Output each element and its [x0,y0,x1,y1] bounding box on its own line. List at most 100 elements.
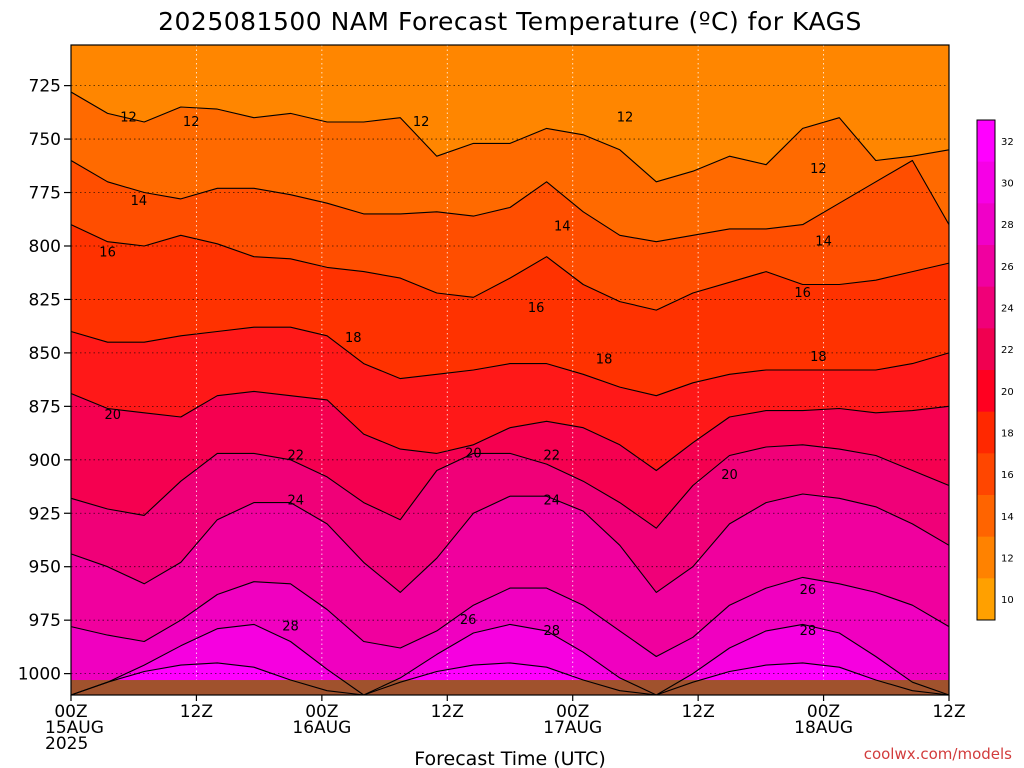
contour-label: 28 [282,620,299,635]
x-tick-label: 00Z [54,702,87,722]
colorbar-swatch [977,495,995,538]
ground-fill [71,680,949,695]
temperature-bands [71,45,949,695]
y-tick-label: 850 [29,344,61,364]
contour-label: 26 [460,613,477,628]
colorbar-swatch [977,578,995,621]
colorbar-swatch [977,286,995,329]
x-tick-label: 12Z [431,702,464,722]
contour-label: 28 [544,624,561,639]
x-tick-label: 12Z [180,702,213,722]
colorbar-swatch [977,120,995,163]
contour-label: 12 [810,162,827,177]
x-tick-label: 16AUG [292,718,351,738]
y-tick-label: 800 [29,237,61,257]
contour-label: 12 [617,111,634,126]
y-tick-label: 975 [29,611,61,631]
colorbar-label: 30 [1001,179,1014,190]
colorbar-swatch [977,203,995,246]
contour-label: 12 [413,115,430,130]
contour-14 [70,159,950,243]
x-tick-label: 15AUG [45,718,104,738]
x-tick-label: 18AUG [794,718,853,738]
contour-label: 18 [596,352,613,367]
contour-label: 20 [465,446,482,461]
ground [71,680,949,695]
colorbar-label: 24 [1001,304,1014,315]
y-axis: 725 750 775 800 825 850 875 900 925 950 975 1000 [18,77,71,685]
contour-label: 28 [800,624,817,639]
contour-label: 22 [544,449,561,464]
x-tick-label: 00Z [556,702,589,722]
colorbar: 32 30 28 26 24 22 20 18 16 14 12 10 [976,119,1014,621]
colorbar-label: 12 [1001,554,1014,565]
contour-24 [70,493,950,593]
contour-label: 12 [120,111,137,126]
colorbar-frame [976,119,996,621]
x-tick-label: 00Z [807,702,840,722]
colorbar-label: 14 [1001,512,1014,523]
contour-label: 14 [815,235,832,250]
colorbar-swatch [977,453,995,496]
x-tick-label: 00Z [305,702,338,722]
y-tick-label: 925 [29,504,61,524]
contour-label: 18 [345,331,362,346]
colorbar-label: 26 [1001,262,1014,273]
x-tick-label: 12Z [932,702,965,722]
contour-label: 24 [544,493,561,508]
colorbar-label: 10 [1001,595,1014,606]
contour-label: 12 [183,115,200,130]
band-12 [71,45,949,182]
contour-label: 16 [99,245,116,260]
x-axis-label: Forecast Time (UTC) [414,748,605,768]
x-tick-label: 12Z [682,702,715,722]
y-tick-label: 1000 [18,665,61,685]
colorbar-label: 28 [1001,220,1014,231]
colorbar-swatch [977,536,995,579]
contour-label: 14 [554,220,571,235]
contour-28 [70,623,950,696]
y-tick-label: 900 [29,451,61,471]
contour-22 [70,444,950,529]
y-tick-label: 875 [29,397,61,417]
y-tick-label: 950 [29,558,61,578]
contour-label: 20 [105,408,122,423]
plot-frame [70,44,950,696]
contour-lines [70,91,950,696]
contour-label: 16 [794,286,811,301]
y-tick-label: 775 [29,184,61,204]
contour-20 [70,390,950,472]
contour-12 [70,91,950,183]
contour-label: 16 [528,301,545,316]
y-tick-label: 825 [29,290,61,310]
y-tick-label: 725 [29,77,61,97]
chart-title: 2025081500 NAM Forecast Temperature (ºC)… [158,7,862,36]
y-tick-label: 750 [29,130,61,150]
contour-label: 14 [131,194,148,209]
contour-label: 18 [810,350,827,365]
contour-labels: 12 12 12 12 12 14 14 14 16 16 16 18 18 18 20 20 20 22 22 24… [99,111,832,639]
contour-label: 20 [721,468,738,483]
x-tick-label: 2025 [45,734,88,754]
colorbar-label: 22 [1001,345,1014,356]
colorbar-label: 18 [1001,429,1014,440]
contour-26 [70,576,950,658]
contour-18 [70,326,950,397]
colorbar-label: 16 [1001,470,1014,481]
contour-30 [70,662,950,696]
colorbar-swatch [977,411,995,454]
contour-label: 22 [287,449,304,464]
colorbar-swatch [977,370,995,413]
contour-label: 26 [800,583,817,598]
credit-text: coolwx.com/models [864,745,1012,763]
contour-16 [70,224,950,311]
colorbar-swatch [977,328,995,371]
colorbar-swatch [977,245,995,288]
contour-label: 24 [287,493,304,508]
colorbar-label: 32 [1001,137,1014,148]
x-tick-label: 17AUG [543,718,602,738]
colorbar-label: 20 [1001,387,1014,398]
colorbar-swatch [977,161,995,204]
